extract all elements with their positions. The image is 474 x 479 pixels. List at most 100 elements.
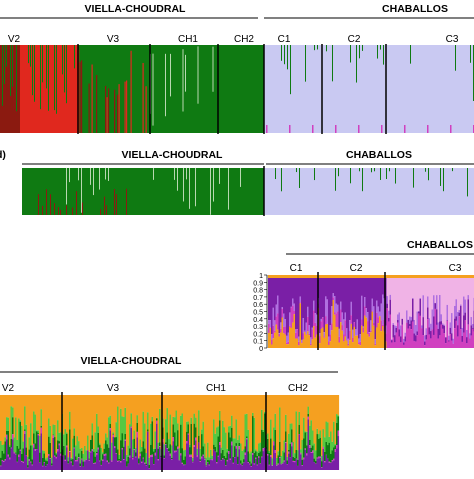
- p3-bar: [433, 335, 435, 348]
- p4-bar: [308, 414, 310, 417]
- p2-bar: [189, 168, 190, 209]
- p3-bar: [363, 326, 365, 327]
- p4-bar: [203, 422, 205, 447]
- p4-bar: [65, 461, 67, 470]
- p4-bar: [234, 457, 236, 470]
- p4-bar: [306, 453, 308, 455]
- p3-bar: [367, 312, 369, 321]
- p4-bar: [18, 457, 20, 470]
- panel-c-bars: [268, 275, 474, 348]
- p3-bar: [273, 338, 275, 348]
- p3-bar: [301, 342, 303, 343]
- p3-bar: [405, 342, 407, 348]
- p4-bar: [171, 395, 173, 445]
- p3-bar: [471, 317, 473, 325]
- p3-bar: [406, 310, 408, 322]
- p3-bar: [432, 329, 434, 348]
- p3-bar: [399, 312, 401, 329]
- p4-bar: [159, 447, 161, 470]
- p3-bar: [289, 327, 291, 348]
- p4-bar: [234, 395, 236, 438]
- p4-bar: [278, 451, 280, 455]
- p3-bar: [390, 295, 392, 300]
- p2-bar: [69, 168, 70, 182]
- p4-bar: [332, 460, 334, 461]
- p4-bar: [123, 395, 125, 417]
- p4-bar: [257, 465, 259, 470]
- p3-bar: [328, 345, 330, 348]
- p4-bar: [131, 395, 133, 413]
- p4-bar: [104, 444, 106, 449]
- p4-bar: [290, 444, 292, 458]
- p4-bar: [114, 446, 116, 448]
- p3-bar: [360, 334, 362, 342]
- p3-bar: [451, 341, 453, 348]
- p2-block-chaballos: [264, 168, 474, 215]
- p4-bar: [83, 454, 85, 462]
- p4-bar: [36, 449, 38, 470]
- p3-bar: [301, 275, 303, 340]
- p1-bar: [350, 45, 351, 62]
- p4-bar: [144, 449, 146, 463]
- p3-bar: [436, 295, 438, 309]
- p4-bar: [143, 395, 145, 412]
- p4-bar: [131, 413, 133, 426]
- p4-bar: [203, 395, 205, 422]
- p3-bar: [397, 320, 399, 323]
- p4-bar: [224, 460, 226, 470]
- p4-bar: [30, 463, 32, 470]
- p4-bar: [324, 452, 326, 461]
- p4-bar: [107, 460, 109, 461]
- p4-bar: [174, 395, 176, 417]
- p3-bar: [301, 343, 303, 348]
- p4-bar: [54, 437, 56, 455]
- p4-bar: [122, 416, 124, 433]
- p3-bar: [337, 275, 339, 305]
- p2-bar: [105, 168, 106, 179]
- p3-bar: [309, 325, 311, 334]
- p4-bar: [39, 453, 41, 463]
- p4-bar: [200, 395, 202, 449]
- p3-bar: [432, 275, 434, 309]
- p3-bar: [280, 329, 282, 333]
- p4-bar: [234, 438, 236, 446]
- p3-bar: [447, 305, 449, 321]
- p4-bar: [263, 395, 265, 430]
- p3-bar: [346, 328, 348, 339]
- p1-bar: [105, 86, 106, 133]
- p4-bar: [75, 395, 77, 445]
- p4-bar: [285, 431, 287, 442]
- p4-bar: [228, 395, 230, 426]
- p4-bar: [78, 453, 80, 457]
- p4-bar: [3, 395, 5, 444]
- p3-bar: [279, 336, 281, 348]
- p2-group-label-chaballos: CHABALLOS: [346, 149, 412, 161]
- p4-bar: [242, 465, 244, 470]
- p4-bar: [119, 459, 121, 461]
- p3-bar: [403, 345, 405, 348]
- p4-bar: [77, 436, 79, 459]
- p3-bar: [378, 323, 380, 348]
- p3-bar: [345, 313, 347, 321]
- p4-bar: [110, 424, 112, 428]
- p4-bar: [104, 454, 106, 456]
- p4-bar: [237, 395, 239, 440]
- p4-bar: [179, 448, 181, 460]
- p4-bar: [308, 407, 310, 414]
- p4-bar: [170, 454, 172, 456]
- p4-bar: [36, 430, 38, 431]
- p4-bar: [116, 437, 118, 453]
- p3-bar: [360, 275, 362, 334]
- p4-bar: [236, 419, 238, 443]
- p4-bar: [213, 445, 215, 450]
- p4-bar: [303, 395, 305, 418]
- p4-bar: [221, 448, 223, 454]
- p4-bar: [203, 455, 205, 456]
- p4-bar: [102, 454, 104, 460]
- p3-bar: [429, 275, 431, 318]
- p4-bar: [311, 453, 313, 470]
- p4-bar: [287, 395, 289, 457]
- p4-bar: [173, 417, 175, 425]
- p4-bar: [216, 395, 218, 427]
- p4-bar: [129, 458, 131, 470]
